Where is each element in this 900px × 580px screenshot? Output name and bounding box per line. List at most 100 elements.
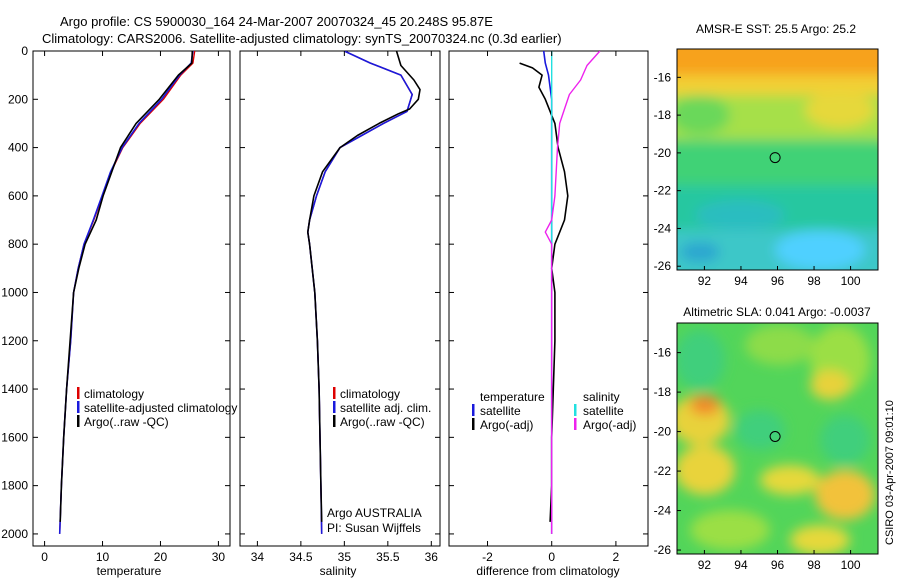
- depth-tick-label: 2000: [1, 527, 28, 541]
- sla-map-ytick-label: -16: [654, 346, 672, 360]
- sst-map-xtick-label: 98: [807, 274, 821, 288]
- temperature-xlabel: temperature: [97, 564, 162, 578]
- salinity-xtick-label: 34.5: [289, 550, 313, 564]
- temperature-legend-swatch: [77, 387, 80, 399]
- difference-series-4-line: [544, 51, 601, 534]
- difference-series-2-line: [519, 62, 569, 522]
- difference-panel: -2 0 2 difference from climatology tempera…: [448, 50, 649, 578]
- temperature-legend-label: Argo(..raw -QC): [84, 415, 169, 429]
- temperature-series: [58, 51, 196, 534]
- salinity-legend-swatch: [333, 401, 336, 413]
- salinity-xtick-label: 35: [338, 550, 352, 564]
- sst-map-ytick-label: -24: [654, 221, 672, 235]
- salinity-axes-frame: [239, 50, 441, 547]
- temperature-series-3-line: [59, 51, 194, 522]
- salinity-legend-label: Argo(..raw -QC): [340, 415, 425, 429]
- header-line-2: Climatology: CARS2006. Satellite-adjuste…: [42, 31, 562, 46]
- sla-map-ticks: 92 94 96 98 100 -16 -18 -20 -22 -24 -26: [654, 346, 861, 572]
- salinity-xtick-label: 36: [425, 550, 439, 564]
- sla-float-marker: [769, 431, 781, 442]
- sla-map-xtick-label: 98: [807, 558, 821, 572]
- salinity-xtick-label: 35.5: [376, 550, 400, 564]
- sla-map-ytick-label: -22: [654, 464, 672, 478]
- difference-ticks: -2 0 2: [449, 50, 648, 564]
- sst-map-xtick-label: 100: [841, 274, 861, 288]
- sst-map-ytick-label: -20: [654, 146, 672, 160]
- salinity-xtick-label: 34: [251, 550, 265, 564]
- sst-map-ytick-label: -16: [654, 70, 672, 84]
- difference-legend-group-title: salinity: [583, 390, 620, 404]
- sst-map-xtick-label: 96: [771, 274, 785, 288]
- sla-map-title: Altimetric SLA: 0.041 Argo: -0.0037: [683, 305, 871, 319]
- sla-map-xtick-label: 94: [734, 558, 748, 572]
- sst-float-marker: [769, 152, 781, 164]
- sst-map-title: AMSR-E SST: 25.5 Argo: 25.2: [696, 22, 856, 36]
- temperature-ticks: 0 10 20 30 0 200 400 600 800 1000 1200 1400 1600 1800…: [1, 44, 230, 564]
- temperature-legend-label: satellite-adjusted climatology: [84, 401, 237, 415]
- difference-xtick-label: -2: [482, 550, 493, 564]
- salinity-annotation-line-2: PI: Susan Wijffels: [327, 521, 421, 535]
- depth-tick-label: 1600: [1, 430, 28, 444]
- salinity-legend-swatch: [333, 387, 336, 399]
- difference-legend-swatch: [472, 418, 475, 430]
- temperature-xtick-label: 0: [41, 550, 48, 564]
- depth-tick-label: 1000: [1, 285, 28, 299]
- sla-map-xtick-label: 96: [771, 558, 785, 572]
- difference-xtick-label: 0: [548, 550, 555, 564]
- difference-xtick-label: 2: [613, 550, 620, 564]
- depth-tick-label: 600: [8, 189, 28, 203]
- sst-map: AMSR-E SST: 25.5 Argo: 25.2 92 94 96 98 100 -…: [654, 22, 879, 288]
- sla-map-ytick-label: -20: [654, 425, 672, 439]
- temperature-legend-label: climatology: [84, 387, 144, 401]
- depth-tick-label: 0: [21, 44, 28, 58]
- temperature-legend-swatch: [77, 415, 80, 427]
- temperature-xtick-label: 20: [154, 550, 168, 564]
- sst-map-ytick-label: -26: [654, 259, 672, 273]
- sla-map-ytick-label: -18: [654, 385, 672, 399]
- sla-map-image: [677, 323, 878, 554]
- depth-tick-label: 1800: [1, 479, 28, 493]
- sla-map-ytick-label: -24: [654, 504, 672, 518]
- salinity-series-3-line: [306, 51, 421, 522]
- salinity-annotation-line-1: Argo AUSTRALIA: [327, 506, 422, 520]
- difference-xlabel: difference from climatology: [476, 564, 619, 578]
- sst-map-ytick-label: -22: [654, 184, 672, 198]
- salinity-legend-label: climatology: [340, 387, 400, 401]
- difference-legend-label: satellite: [480, 404, 521, 418]
- difference-legend-swatch: [574, 418, 577, 430]
- salinity-xlabel: salinity: [320, 564, 357, 578]
- depth-tick-label: 1200: [1, 334, 28, 348]
- sla-map-xtick-label: 100: [841, 558, 861, 572]
- sst-map-xtick-label: 94: [734, 274, 748, 288]
- temperature-panel: 0 10 20 30 0 200 400 600 800 1000 1200 1400 1600 1800…: [1, 44, 237, 578]
- difference-axes-frame: [448, 50, 649, 547]
- salinity-ticks: 34 34.5 35 35.5 36: [240, 50, 440, 564]
- depth-tick-label: 800: [8, 237, 28, 251]
- difference-legend-group-title: temperature: [480, 390, 545, 404]
- sla-map-xtick-label: 92: [698, 558, 712, 572]
- salinity-legend-swatch: [333, 415, 336, 427]
- header-line-1: Argo profile: CS 5900030_164 24-Mar-2007…: [60, 14, 493, 29]
- sla-map-ytick-label: -26: [654, 543, 672, 557]
- difference-legend: temperaturesatelliteArgo(-adj)salinitysa…: [472, 390, 636, 432]
- difference-legend-label: Argo(-adj): [583, 418, 636, 432]
- temperature-xtick-label: 30: [212, 550, 226, 564]
- depth-tick-label: 400: [8, 141, 28, 155]
- temperature-legend-swatch: [77, 401, 80, 413]
- difference-legend-swatch: [574, 404, 577, 416]
- sla-map: Altimetric SLA: 0.041 Argo: -0.0037 92: [654, 305, 879, 572]
- sst-map-image: [677, 49, 878, 270]
- temperature-xtick-label: 10: [96, 550, 110, 564]
- sst-map-ticks: 92 94 96 98 100 -16 -18 -20 -22 -24 -26: [654, 70, 861, 288]
- salinity-panel: 34 34.5 35 35.5 36 salinity climatologysatel…: [239, 50, 441, 578]
- difference-legend-swatch: [472, 404, 475, 416]
- sst-map-xtick-label: 92: [698, 274, 712, 288]
- difference-series: [519, 51, 601, 534]
- side-stamp: CSIRO 03-Apr-2007 09:01:10: [884, 400, 896, 545]
- sst-map-ytick-label: -18: [654, 108, 672, 122]
- difference-legend-label: Argo(-adj): [480, 418, 533, 432]
- difference-legend-label: satellite: [583, 404, 624, 418]
- salinity-legend-label: satellite adj. clim.: [340, 401, 431, 415]
